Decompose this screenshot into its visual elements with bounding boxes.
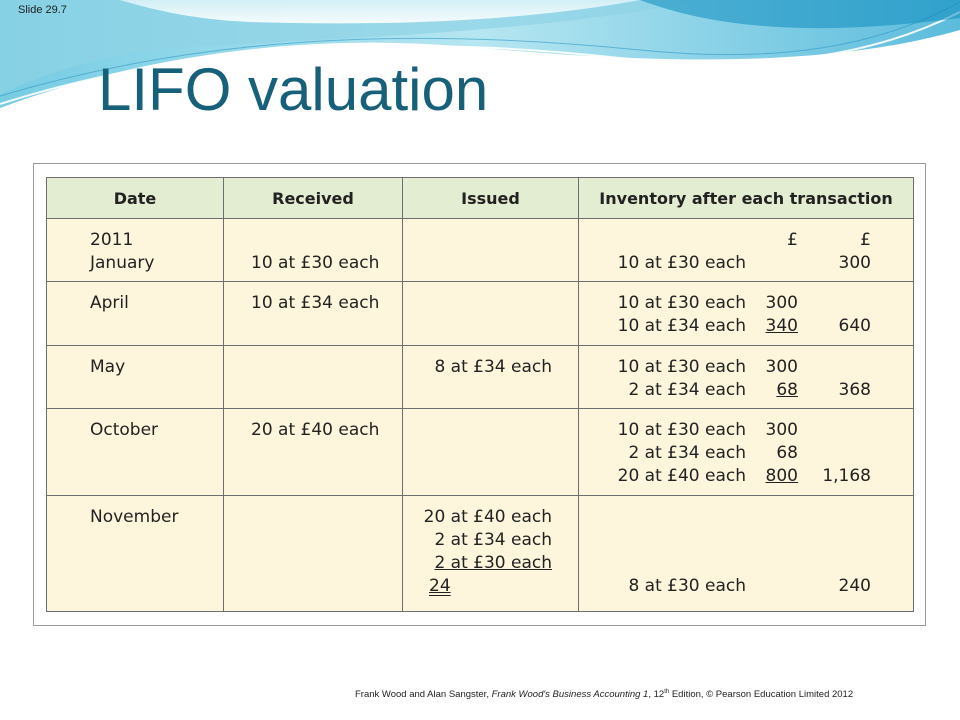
- date-cell: November: [46, 495, 224, 612]
- decorative-wave-banner: [0, 0, 960, 108]
- inventory-cell: 10 at £30 each 300 2 at £34 each 68 20 a…: [578, 408, 914, 496]
- inventory-line: 2 at £34 each 68 368: [628, 380, 871, 400]
- inventory-line: 10 at £34 each 340 640: [617, 316, 871, 336]
- received-value: 10 at £34 each: [251, 293, 380, 313]
- inventory-line: 10 at £30 each 300: [617, 357, 798, 377]
- received-cell: [223, 345, 403, 409]
- inventory-line: 10 at £30 each 300: [617, 293, 798, 313]
- issued-total: 24: [429, 576, 451, 596]
- table-header-row: Date Received Issued Inventory after eac…: [46, 177, 914, 219]
- inventory-line: 8 at £30 each 240: [628, 576, 871, 596]
- date-cell: May: [46, 345, 224, 409]
- issued-line: 2 at £30 each: [434, 553, 552, 573]
- table-row: November 20 at £40 each 2 at £34 each 2 …: [46, 495, 914, 612]
- date-cell: April: [46, 281, 224, 346]
- date-line: October: [90, 420, 159, 440]
- date-cell: October: [46, 408, 224, 496]
- table-row: October 20 at £40 each 10 at £30 each 30…: [46, 408, 914, 496]
- currency-total-header: £: [860, 230, 871, 250]
- issued-cell: 8 at £34 each: [402, 345, 579, 409]
- slide-number: Slide 29.7: [18, 4, 67, 16]
- footer-credit: Frank Wood and Alan Sangster, Frank Wood…: [355, 689, 854, 701]
- table-row: 2011 January 10 at £30 each £ £ 10 at £3…: [46, 218, 914, 282]
- inventory-cell: 8 at £30 each 240: [578, 495, 914, 612]
- header-issued: Issued: [402, 177, 579, 219]
- issued-cell: [402, 281, 579, 346]
- date-cell: 2011 January: [46, 218, 224, 282]
- inventory-cell: £ £ 10 at £30 each 300: [578, 218, 914, 282]
- issued-cell: [402, 408, 579, 496]
- issued-line: 20 at £40 each: [423, 507, 552, 527]
- received-cell: 20 at £40 each: [223, 408, 403, 496]
- date-line: May: [90, 357, 126, 377]
- received-cell: 10 at £34 each: [223, 281, 403, 346]
- slide-title: LIFO valuation: [98, 56, 489, 123]
- header-received: Received: [223, 177, 403, 219]
- inventory-line: 20 at £40 each 800 1,168: [617, 466, 871, 486]
- received-cell: [223, 495, 403, 612]
- date-line: November: [90, 507, 179, 527]
- issued-cell: [402, 218, 579, 282]
- date-line: January: [90, 253, 155, 273]
- inventory-cell: 10 at £30 each 300 10 at £34 each 340 64…: [578, 281, 914, 346]
- table-row: April 10 at £34 each 10 at £30 each 300 …: [46, 281, 914, 346]
- received-value: 10 at £30 each: [251, 253, 380, 273]
- inventory-line: 10 at £30 each 300: [617, 253, 871, 273]
- inventory-line: 2 at £34 each 68: [628, 443, 798, 463]
- issued-line: 8 at £34 each: [434, 357, 552, 377]
- currency-amount-header: £: [787, 230, 798, 250]
- issued-cell: 20 at £40 each 2 at £34 each 2 at £30 ea…: [402, 495, 579, 612]
- received-cell: 10 at £30 each: [223, 218, 403, 282]
- header-date: Date: [46, 177, 224, 219]
- issued-line: 2 at £34 each: [434, 530, 552, 550]
- inventory-cell: 10 at £30 each 300 2 at £34 each 68 368: [578, 345, 914, 409]
- date-line: 2011: [90, 230, 134, 250]
- inventory-line: 10 at £30 each 300: [617, 420, 798, 440]
- date-line: April: [90, 293, 129, 313]
- lifo-table: Date Received Issued Inventory after eac…: [46, 177, 914, 612]
- table-row: May 8 at £34 each 10 at £30 each 300 2 a…: [46, 345, 914, 409]
- received-value: 20 at £40 each: [251, 420, 380, 440]
- header-inventory: Inventory after each transaction: [578, 177, 914, 219]
